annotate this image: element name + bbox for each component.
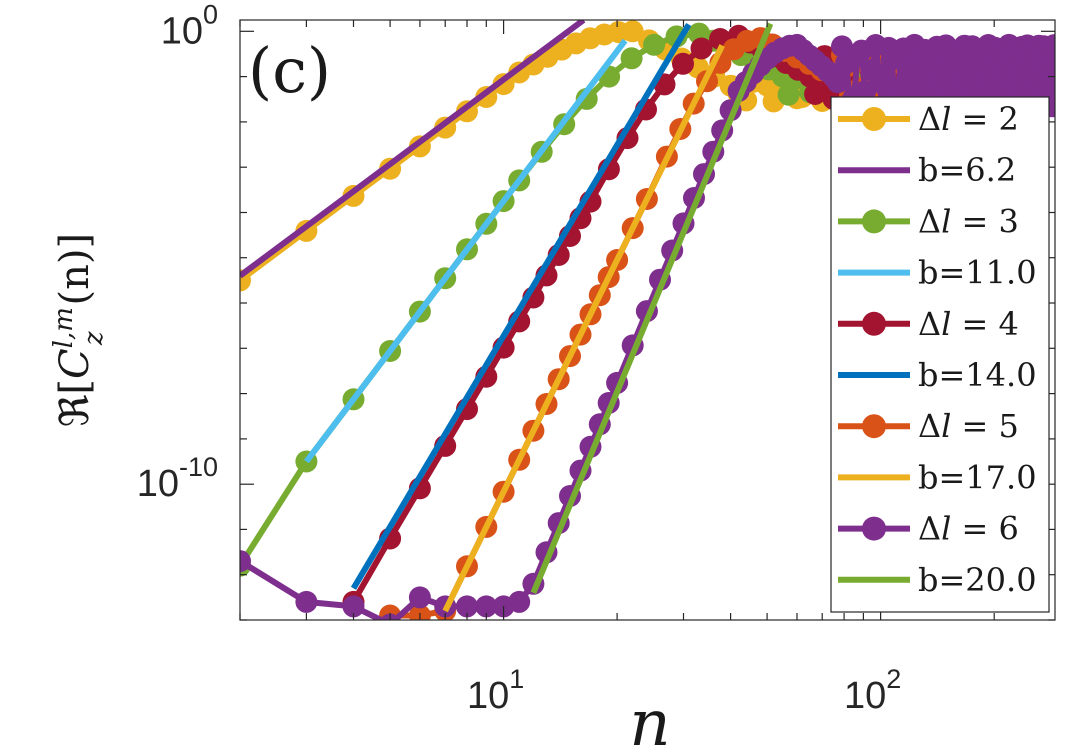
data-point [1042,58,1055,81]
data-point [690,37,713,60]
y-tick-exponent: 0 [203,0,218,29]
data-point [1043,34,1055,57]
data-point [672,52,694,75]
panel-label: (c) [248,34,331,107]
legend-item-delta-l-3: Δl = 3 [838,202,1019,240]
y-tick-exponent: -10 [179,452,218,482]
data-point [342,595,365,618]
fit-line-b-20-0 [530,22,774,594]
legend-label: b=14.0 [918,356,1037,394]
data-point [508,590,531,613]
legend-label: b=20.0 [918,561,1037,599]
data-point [408,604,431,620]
legend-label: Δl = 5 [918,407,1019,445]
legend-swatch-marker [862,414,886,439]
data-point [621,20,644,43]
legend-value: 2 [999,100,1019,138]
data-point [295,590,318,613]
legend-item-delta-l-6: Δl = 6 [838,510,1019,548]
data-point [575,87,598,110]
legend-item-delta-l-2: Δl = 2 [838,100,1019,138]
legend-item-delta-l-5: Δl = 5 [838,407,1019,445]
legend-swatch-marker [862,209,886,234]
legend-label: b=17.0 [918,458,1037,496]
legend-label: Δl = 4 [918,305,1019,343]
legend-item-b-11-0: b=11.0 [838,254,1037,292]
legend-variable: l [941,305,951,343]
y-label-base: C [52,348,98,379]
fit-line-b-17-0 [442,44,725,613]
legend-symbol: Δ [918,407,941,445]
x-axis-label: n [629,687,670,756]
legend-value: 6 [999,510,1019,548]
data-point [240,550,251,573]
legend-value: 4 [999,305,1019,343]
legend-symbol: Δ [918,305,941,343]
legend-relation: = [951,407,998,445]
plot-frame [239,19,1056,621]
legend-item-b-14-0: b=14.0 [838,356,1037,394]
legend-item-b-20-0: b=20.0 [838,561,1037,599]
legend-variable: l [941,510,951,548]
legend-label: b=6.2 [918,151,1016,189]
legend-label: Δl = 3 [918,202,1019,240]
legend-relation: = [951,305,998,343]
x-tick-label: 102 [844,664,901,717]
legend-symbol: Δ [918,100,941,138]
y-tick-label: 100 [161,0,218,52]
y-tick-base: 10 [137,463,179,505]
fit-line-b-11-0 [304,38,628,464]
x-tick-label: 101 [467,664,524,717]
x-tick-base: 10 [844,675,886,717]
legend-item-b-17-0: b=17.0 [838,458,1037,496]
y-label-suffix: (n)] [52,233,98,306]
y-label-sub: z [79,331,109,346]
legend-swatch-marker [862,516,886,541]
fit-line-b-14-0 [350,22,692,590]
legend-label: Δl = 6 [918,510,1019,548]
legend-value: 5 [999,407,1019,445]
legend: Δl = 2 b=6.2 Δl = 3 b=11.0 Δl = 4 b=14.0 Δl = … [830,96,1050,613]
y-tick-label: 10-10 [137,452,218,505]
legend-label: b=11.0 [918,254,1037,292]
x-tick-exponent: 2 [886,664,901,694]
x-tick-base: 10 [467,675,509,717]
y-label-prefix: ℜ[ [52,379,98,427]
y-axis-label: ℜ[Cl,mz (n)] [49,233,109,427]
legend-relation: = [951,202,998,240]
legend-variable: l [941,202,951,240]
legend-symbol: Δ [918,510,941,548]
data-point [456,595,478,618]
legend-symbol: Δ [918,202,941,240]
data-point [620,47,643,70]
legend-variable: l [941,407,951,445]
fit-line-b-6-2 [240,20,586,279]
y-label-sup: l,m [49,307,79,348]
data-point [475,595,498,618]
legend-swatch-marker [862,107,886,131]
legend-label: Δl = 2 [918,100,1019,138]
data-point [408,586,431,609]
legend-variable: l [941,100,951,138]
legend-value: 3 [999,202,1019,240]
legend-swatch-marker [862,311,886,336]
legend-item-b-6-2: b=6.2 [838,151,1016,189]
data-point [643,33,666,56]
data-point [826,71,849,94]
legend-relation: = [951,100,998,138]
x-tick-exponent: 1 [509,664,524,694]
y-tick-base: 10 [161,10,203,52]
legend-relation: = [951,510,998,548]
legend-item-delta-l-4: Δl = 4 [838,305,1019,343]
